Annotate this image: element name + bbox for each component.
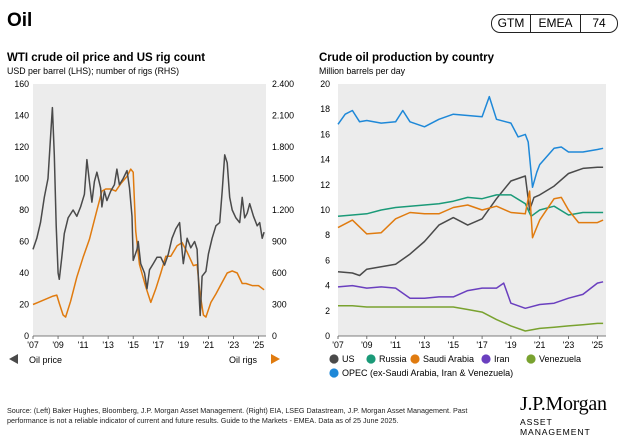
x-tick-label: '07	[332, 340, 344, 350]
y-tick-label-right: 900	[272, 237, 287, 247]
x-tick-label: '15	[448, 340, 460, 350]
x-tick-label: '25	[592, 340, 604, 350]
saudi-arabia-legend-label: Saudi Arabia	[423, 354, 474, 364]
russia-legend-dot	[366, 354, 376, 364]
y-tick-label: 12	[320, 180, 330, 190]
x-tick-label: '13	[419, 340, 431, 350]
x-tick-label: '09	[52, 340, 64, 350]
y-tick-label-left: 20	[19, 300, 29, 310]
x-tick-label: '13	[102, 340, 114, 350]
jpmorgan-logo-subtitle: ASSET MANAGEMENT	[520, 417, 591, 437]
iran-line	[337, 281, 604, 310]
y-tick-label: 10	[320, 205, 330, 215]
left-chart-subtitle: USD per barrel (LHS); number of rigs (RH…	[7, 66, 180, 76]
x-tick-label: '23	[228, 340, 240, 350]
y-tick-label: 20	[320, 79, 330, 89]
x-tick-label: '25	[253, 340, 265, 350]
y-tick-label: 6	[325, 255, 330, 265]
y-tick-label-left: 140	[14, 111, 29, 121]
venezuela-legend-label: Venezuela	[539, 354, 581, 364]
source-note: Source: (Left) Baker Hughes, Bloomberg, …	[7, 406, 468, 425]
opec-line	[337, 95, 604, 189]
saudi-arabia-legend-dot	[410, 354, 420, 364]
x-tick-label: '19	[178, 340, 190, 350]
x-tick-label: '23	[563, 340, 575, 350]
jpmorgan-logo: J.P.Morgan	[520, 393, 607, 415]
region-badge: EMEA	[530, 14, 581, 33]
saudi-arabia-line	[337, 190, 604, 239]
y-tick-label: 8	[325, 230, 330, 240]
page-number-badge: 74	[580, 14, 618, 33]
us-legend-dot	[329, 354, 339, 364]
russia-legend-label: Russia	[379, 354, 407, 364]
venezuela-legend-dot	[526, 354, 536, 364]
oil-rigs-legend-arrow-icon	[271, 354, 280, 364]
oil-price-legend-arrow-icon	[9, 354, 18, 364]
y-tick-label-left: 80	[19, 205, 29, 215]
x-tick-label: '15	[127, 340, 139, 350]
y-tick-label: 2	[325, 306, 330, 316]
y-tick-label-left: 40	[19, 268, 29, 278]
y-tick-label-right: 2.100	[272, 111, 294, 121]
wti-rig-chart: 0 20 40 60 80 100 120 140 160 0 300 600 900 1.200 1.50…	[9, 79, 294, 365]
x-tick-label: '11	[390, 340, 401, 350]
production-chart: 0 2 4 6 8 10 12 14 16 18 20 '07 '09 '11 '13 '15 '17 '19 '2…	[320, 79, 606, 378]
y-tick-label-right: 300	[272, 300, 287, 310]
iran-legend-label: Iran	[494, 354, 510, 364]
gtm-badge: GTM	[491, 14, 531, 33]
y-tick-label: 0	[325, 331, 330, 341]
y-tick-label: 14	[320, 155, 330, 165]
x-tick-label: '09	[361, 340, 373, 350]
y-tick-label-left: 0	[24, 331, 29, 341]
y-tick-label-left: 60	[19, 237, 29, 247]
iran-legend-dot	[481, 354, 491, 364]
right-chart-title: Crude oil production by country	[319, 52, 495, 64]
y-tick-label: 4	[325, 281, 330, 291]
y-tick-label-right: 1.500	[272, 174, 294, 184]
opec-legend-label: OPEC (ex-Saudi Arabia, Iran & Venezuela)	[342, 368, 513, 378]
y-tick-label: 16	[320, 129, 330, 139]
y-tick-label: 18	[320, 104, 330, 114]
oil-rigs-line	[32, 168, 265, 318]
russia-line	[337, 194, 604, 218]
x-tick-label: '21	[534, 340, 546, 350]
left-chart-title: WTI crude oil price and US rig count	[7, 52, 206, 64]
y-tick-label-right: 1.200	[272, 205, 294, 215]
y-tick-label-right: 2.400	[272, 79, 294, 89]
x-tick-label: '19	[505, 340, 517, 350]
us-legend-label: US	[342, 354, 355, 364]
x-tick-label: '07	[27, 340, 39, 350]
us-line	[337, 166, 604, 277]
y-tick-label-left: 100	[14, 174, 29, 184]
x-tick-label: '17	[476, 340, 488, 350]
venezuela-line	[338, 305, 604, 332]
opec-legend-dot	[329, 368, 339, 378]
y-tick-label-right: 0	[272, 331, 277, 341]
x-tick-label: '17	[153, 340, 165, 350]
right-chart-subtitle: Million barrels per day	[319, 66, 406, 76]
x-tick-label: '21	[203, 340, 215, 350]
y-tick-label-right: 1.800	[272, 142, 294, 152]
y-tick-label-right: 600	[272, 268, 287, 278]
page-title: Oil	[7, 10, 33, 31]
x-tick-label: '11	[78, 340, 89, 350]
oil-price-legend-label: Oil price	[29, 355, 62, 365]
y-tick-label-left: 160	[14, 79, 29, 89]
oil-rigs-legend-label: Oil rigs	[229, 355, 258, 365]
y-tick-label-left: 120	[14, 142, 29, 152]
oil-price-line	[32, 106, 265, 317]
